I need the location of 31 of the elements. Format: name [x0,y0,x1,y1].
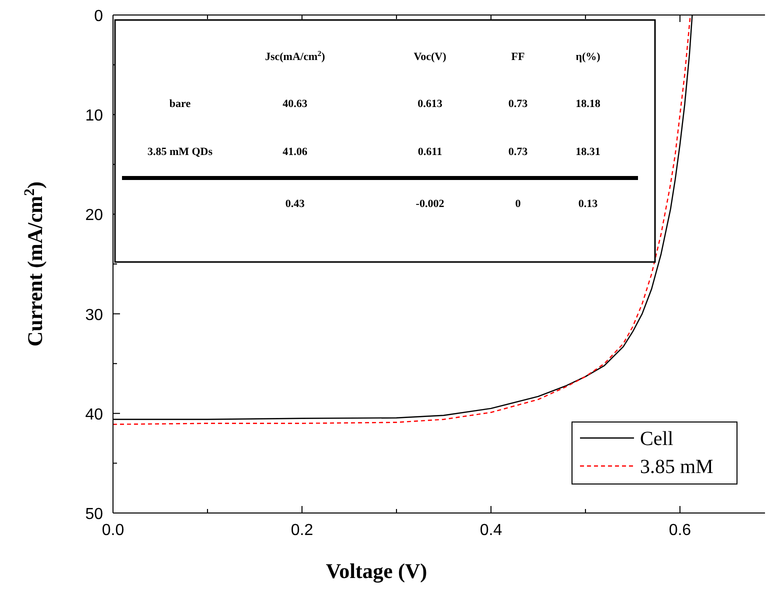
annotation: Jsc(mA/cm$^{2}$) [264,48,326,63]
y-tick-label: 10 [85,108,104,125]
annotation: η(%) [576,51,601,63]
legend-label: Cell [640,428,674,450]
x-tick-label: 0.6 [668,522,692,539]
annotation: 0.611 [418,146,442,158]
annotation: 40.63 [282,98,308,110]
x-axis-title: Voltage (V) [326,559,428,583]
annotation: 0.43 [285,198,306,210]
annotation: 0.73 [508,98,528,110]
annotation: 0.13 [578,198,598,210]
x-tick-label: 0.0 [102,522,124,539]
y-tick-label: 0 [94,8,104,25]
annotation: 0.73 [508,146,528,158]
annotation: 0.613 [418,98,443,110]
annotation: 18.18 [576,98,601,110]
y-tick-label: 40 [85,406,104,424]
annotation: FF [511,51,525,63]
legend-label: 3.85 mM [640,456,714,478]
y-tick-label: 30 [85,306,104,324]
annotation: 3.85 mM QDs [147,146,214,158]
x-tick-label: 0.4 [480,522,502,539]
y-tick-label: 20 [85,207,104,224]
y-tick-label: 50 [85,506,104,523]
annotation: 18.31 [576,146,600,158]
annotation: -0.002 [416,198,445,210]
annotation: bare [169,98,191,110]
annotation: Voc(V) [414,51,447,63]
annotation: 0 [515,198,522,210]
x-tick-label: 0.2 [290,522,314,539]
annotation: 41.06 [282,146,308,158]
